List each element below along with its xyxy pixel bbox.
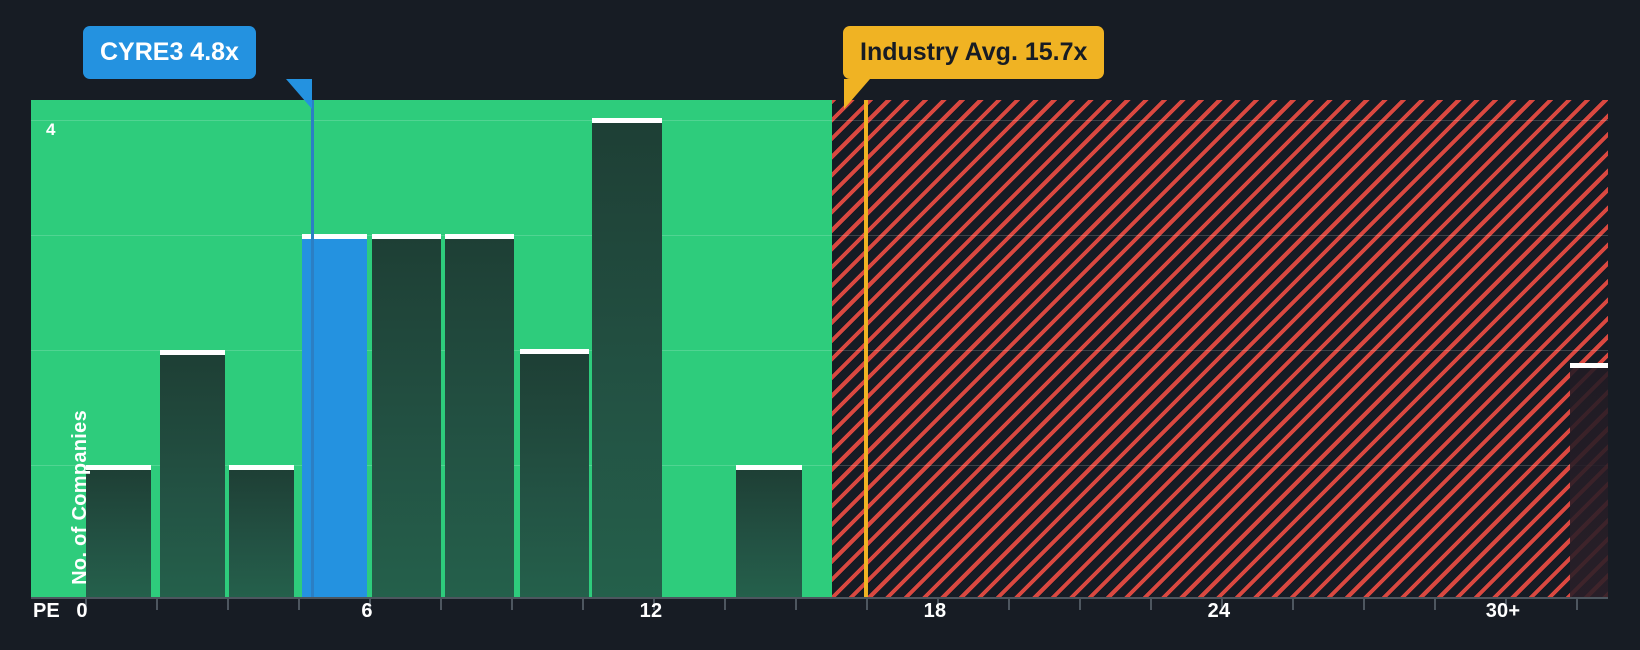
x-tick-label-12: 12 [639,600,663,622]
bar-pe-30-plus[interactable] [1570,363,1608,597]
y-tick-label-4: 4 [46,120,56,139]
bar-cap [372,234,441,239]
bar-cap [445,234,514,239]
bar-body [372,239,441,597]
x-tick-6 [511,599,513,610]
x-tick-3 [298,599,300,610]
x-tick-4 [369,599,371,610]
industry-callout[interactable]: Industry Avg. 15.7x [843,26,1105,79]
x-tick-0 [85,599,87,610]
x-tick-11 [866,599,868,610]
bar-cap [229,465,294,470]
industry-marker-line [864,100,868,597]
gridline-1 [31,465,1608,466]
x-tick-15 [1150,599,1152,610]
x-tick-18 [1363,599,1365,610]
x-tick-label-24: 24 [1207,600,1231,622]
x-tick-21 [1576,599,1578,610]
x-tick-19 [1434,599,1436,610]
plot-area: 4 No. of Companies [31,100,1608,597]
bar-cap [736,465,802,470]
x-axis-line [31,597,1608,599]
bar-cap [302,234,367,239]
x-tick-20 [1505,599,1507,610]
bar-pe-0-1[interactable] [86,465,151,597]
bar-pe-1-2[interactable] [160,350,225,597]
bar-cap [86,465,151,470]
gridline-3 [31,235,1608,236]
gridline-2 [31,350,1608,351]
bar-pe-9-10[interactable] [592,118,662,597]
x-tick-13 [1008,599,1010,610]
bar-body [160,355,225,597]
x-tick-12 [937,599,939,610]
bar-pe-8-9[interactable] [520,349,589,597]
x-tick-label-6: 6 [361,600,373,622]
company-marker-line [311,100,314,597]
x-tick-2 [227,599,229,610]
gridline-4 [31,120,1608,121]
bar-pe-2-3[interactable] [229,465,294,597]
bar-body [1570,368,1608,597]
bar-cap [520,349,589,354]
x-tick-7 [582,599,584,610]
bar-body [592,123,662,597]
x-tick-8 [653,599,655,610]
x-axis-prefix-label: PE [33,600,60,622]
bar-body [86,470,151,597]
bar-body [520,354,589,597]
x-tick-14 [1079,599,1081,610]
industry-callout-tail [844,79,870,109]
overvalued-zone-hatched [832,100,1608,597]
bar-body [445,239,514,597]
bar-body [229,470,294,597]
bar-cap [1570,363,1608,368]
x-tick-label-30plus: 30+ [1485,600,1521,622]
x-tick-9 [724,599,726,610]
x-tick-label-0: 0 [76,600,88,622]
bar-body [736,470,802,597]
x-tick-5 [440,599,442,610]
y-axis-title: No. of Companies [69,410,91,585]
company-callout-tail [286,79,312,109]
company-callout[interactable]: CYRE3 4.8x [83,26,256,79]
x-tick-17 [1292,599,1294,610]
bar-pe-6-7[interactable] [445,234,514,597]
x-tick-10 [795,599,797,610]
x-tick-16 [1221,599,1223,610]
bar-pe-5-6[interactable] [372,234,441,597]
bar-cap [160,350,225,355]
x-tick-label-18: 18 [923,600,947,622]
bar-cap [592,118,662,123]
x-tick-1 [156,599,158,610]
bar-pe-11-12[interactable] [736,465,802,597]
